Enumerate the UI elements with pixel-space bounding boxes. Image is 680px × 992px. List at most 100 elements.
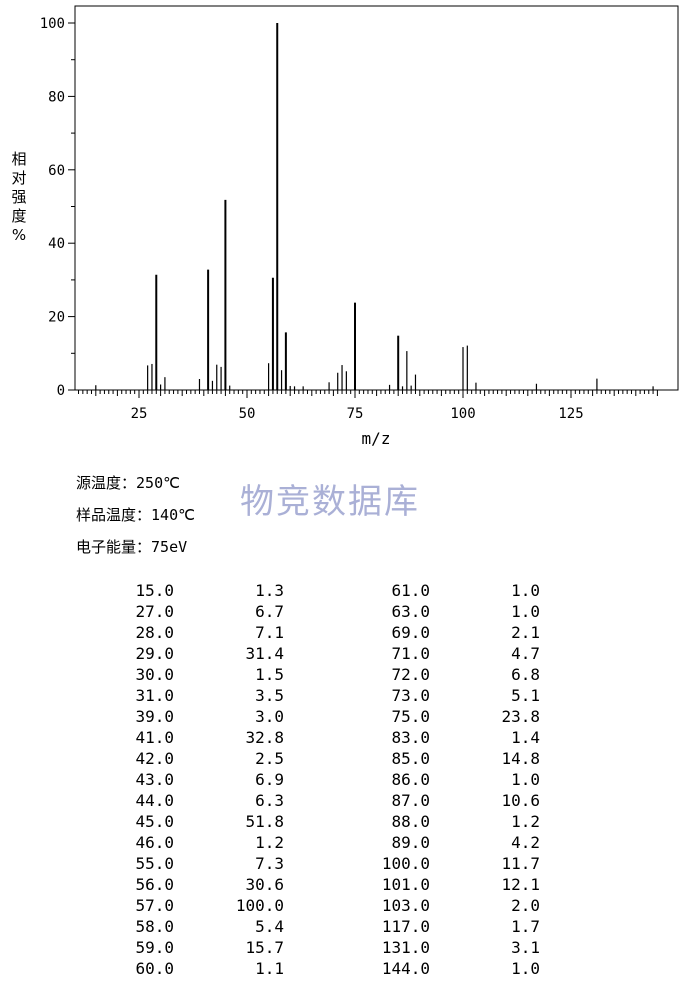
- peak-mz: 15.0: [135, 581, 174, 600]
- peak-row: 55.0 7.3: [74, 853, 284, 874]
- peak-intensity: 2.5: [255, 749, 284, 768]
- peak-intensity: 1.7: [511, 917, 540, 936]
- y-axis-label-char: 度: [11, 207, 27, 225]
- peak-mz: 28.0: [135, 623, 174, 642]
- y-axis-label-char: %: [11, 226, 27, 244]
- y-tick-label: 40: [48, 236, 65, 252]
- peak-mz: 85.0: [391, 749, 430, 768]
- peak-row: 56.0 30.6: [74, 874, 284, 895]
- electron-energy: 电子能量：75eV: [76, 536, 187, 557]
- peak-row: 31.0 3.5: [74, 685, 284, 706]
- peak-intensity: 1.2: [511, 812, 540, 831]
- x-minor-ticks: [78, 390, 658, 398]
- x-tick-label: 25: [131, 406, 148, 422]
- peak-mz: 41.0: [135, 728, 174, 747]
- peak-mz: 117.0: [381, 917, 430, 936]
- peak-mz: 60.0: [135, 959, 174, 978]
- peak-intensity: 1.3: [255, 581, 284, 600]
- peak-mz: 45.0: [135, 812, 174, 831]
- peak-intensity: 1.0: [511, 770, 540, 789]
- peak-row: 69.0 2.1: [330, 622, 540, 643]
- peak-intensity: 51.8: [245, 812, 284, 831]
- peak-mz: 71.0: [391, 644, 430, 663]
- peak-intensity: 6.3: [255, 791, 284, 810]
- peak-mz: 27.0: [135, 602, 174, 621]
- spectrum-peaks: [95, 23, 654, 390]
- peak-intensity: 6.9: [255, 770, 284, 789]
- peak-intensity: 7.1: [255, 623, 284, 642]
- peak-row: 101.0 12.1: [330, 874, 540, 895]
- peak-mz: 46.0: [135, 833, 174, 852]
- peak-row: 131.0 3.1: [330, 937, 540, 958]
- condition-label: 样品温度：: [76, 506, 152, 524]
- peak-intensity: 11.7: [501, 854, 540, 873]
- peak-intensity: 23.8: [501, 707, 540, 726]
- peak-mz: 59.0: [135, 938, 174, 957]
- peak-row: 75.0 23.8: [330, 706, 540, 727]
- peak-mz: 100.0: [381, 854, 430, 873]
- peak-intensity: 4.7: [511, 644, 540, 663]
- peak-row: 144.0 1.0: [330, 958, 540, 979]
- peak-row: 71.0 4.7: [330, 643, 540, 664]
- peak-mz: 86.0: [391, 770, 430, 789]
- peak-mz: 56.0: [135, 875, 174, 894]
- peak-row: 58.0 5.4: [74, 916, 284, 937]
- peak-row: 41.0 32.8: [74, 727, 284, 748]
- peak-mz: 42.0: [135, 749, 174, 768]
- peak-row: 100.0 11.7: [330, 853, 540, 874]
- x-tick-label: 125: [558, 406, 583, 422]
- peak-row: 63.0 1.0: [330, 601, 540, 622]
- peak-mz: 88.0: [391, 812, 430, 831]
- peak-row: 60.0 1.1: [74, 958, 284, 979]
- x-tick-label: 50: [239, 406, 256, 422]
- peak-intensity: 10.6: [501, 791, 540, 810]
- peak-intensity: 1.2: [255, 833, 284, 852]
- peak-intensity: 1.5: [255, 665, 284, 684]
- peak-intensity: 4.2: [511, 833, 540, 852]
- peak-mz: 29.0: [135, 644, 174, 663]
- sample-temperature: 样品温度：140℃: [76, 504, 195, 525]
- y-tick-label: 80: [48, 89, 65, 105]
- peak-mz: 58.0: [135, 917, 174, 936]
- peak-intensity: 15.7: [245, 938, 284, 957]
- peak-row: 72.0 6.8: [330, 664, 540, 685]
- peak-mz: 83.0: [391, 728, 430, 747]
- peak-row: 42.0 2.5: [74, 748, 284, 769]
- peak-mz: 43.0: [135, 770, 174, 789]
- watermark: 物竞数据库: [240, 482, 420, 522]
- x-major-ticks: 25 50 75 100 125: [131, 406, 584, 422]
- peak-row: 88.0 1.2: [330, 811, 540, 832]
- peak-row: 39.0 3.0: [74, 706, 284, 727]
- peak-mz: 89.0: [391, 833, 430, 852]
- peak-intensity: 7.3: [255, 854, 284, 873]
- mass-spectrum-chart: 25 50 75 100 125 0 20 40 60 80 100 m/z: [40, 5, 679, 448]
- peak-row: 87.0 10.6: [330, 790, 540, 811]
- condition-value: 75eV: [151, 538, 188, 556]
- peak-row: 27.0 6.7: [74, 601, 284, 622]
- peak-row: 59.0 15.7: [74, 937, 284, 958]
- peak-row: 45.0 51.8: [74, 811, 284, 832]
- peak-mz: 75.0: [391, 707, 430, 726]
- peak-intensity: 1.0: [511, 602, 540, 621]
- source-temperature: 源温度：250℃: [76, 472, 180, 493]
- peak-row: 89.0 4.2: [330, 832, 540, 853]
- peak-intensity: 14.8: [501, 749, 540, 768]
- peak-row: 29.0 31.4: [74, 643, 284, 664]
- peak-intensity: 30.6: [245, 875, 284, 894]
- peak-row: 117.0 1.7: [330, 916, 540, 937]
- peak-row: 73.0 5.1: [330, 685, 540, 706]
- y-tick-label: 20: [48, 310, 65, 326]
- peak-mz: 61.0: [391, 581, 430, 600]
- y-ticks: 0 20 40 60 80 100: [40, 16, 75, 399]
- peak-mz: 63.0: [391, 602, 430, 621]
- x-tick-label: 100: [450, 406, 475, 422]
- peak-mz: 57.0: [135, 896, 174, 915]
- condition-value: 140℃: [151, 506, 195, 524]
- y-axis-label: 相 对 强 度 %: [10, 150, 28, 245]
- peak-mz: 87.0: [391, 791, 430, 810]
- peak-mz: 103.0: [381, 896, 430, 915]
- peak-intensity: 6.8: [511, 665, 540, 684]
- peak-intensity: 3.5: [255, 686, 284, 705]
- peak-row: 61.0 1.0: [330, 580, 540, 601]
- peak-row: 83.0 1.4: [330, 727, 540, 748]
